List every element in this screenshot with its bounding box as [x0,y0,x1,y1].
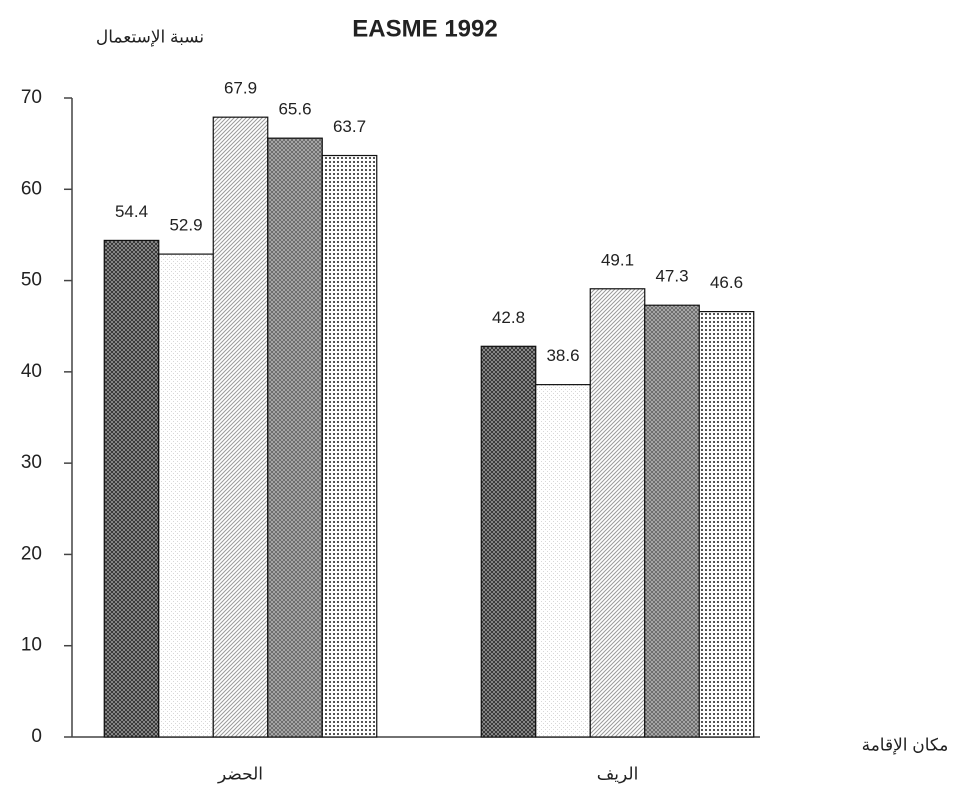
bar [212,116,269,738]
value-label: 46.6 [710,273,743,292]
x-axis-label: مكان الإقامة [862,735,949,754]
y-tick-label: 60 [21,178,42,199]
value-label: 38.6 [546,346,579,365]
bar [589,288,646,738]
y-tick-label: 10 [21,635,42,656]
value-label: 47.3 [655,267,688,286]
y-tick-label: 40 [21,361,42,382]
bar [103,239,160,738]
value-label: 54.4 [115,202,148,221]
value-label: 42.8 [492,308,525,327]
value-label: 67.9 [224,79,257,98]
value-label: 63.7 [333,117,366,136]
y-tick-label: 70 [21,87,42,108]
x-tick-label: الريف [597,764,639,783]
value-label: 52.9 [169,216,202,235]
bar [267,137,323,738]
y-tick-label: 20 [21,543,42,564]
y-axis-label: نسبة الإستعمال [96,27,204,46]
y-tick-label: 0 [31,726,42,747]
chart-title: EASME 1992 [352,15,497,42]
y-tick-label: 30 [21,452,42,473]
y-tick-label: 50 [21,270,42,291]
bar [158,253,214,738]
bar [644,304,700,738]
bar [321,154,378,738]
bar [698,311,755,738]
value-label: 65.6 [278,100,311,119]
bar [480,345,537,738]
x-tick-label: الحضر [217,764,263,783]
bar [535,384,591,738]
value-label: 49.1 [601,250,634,269]
